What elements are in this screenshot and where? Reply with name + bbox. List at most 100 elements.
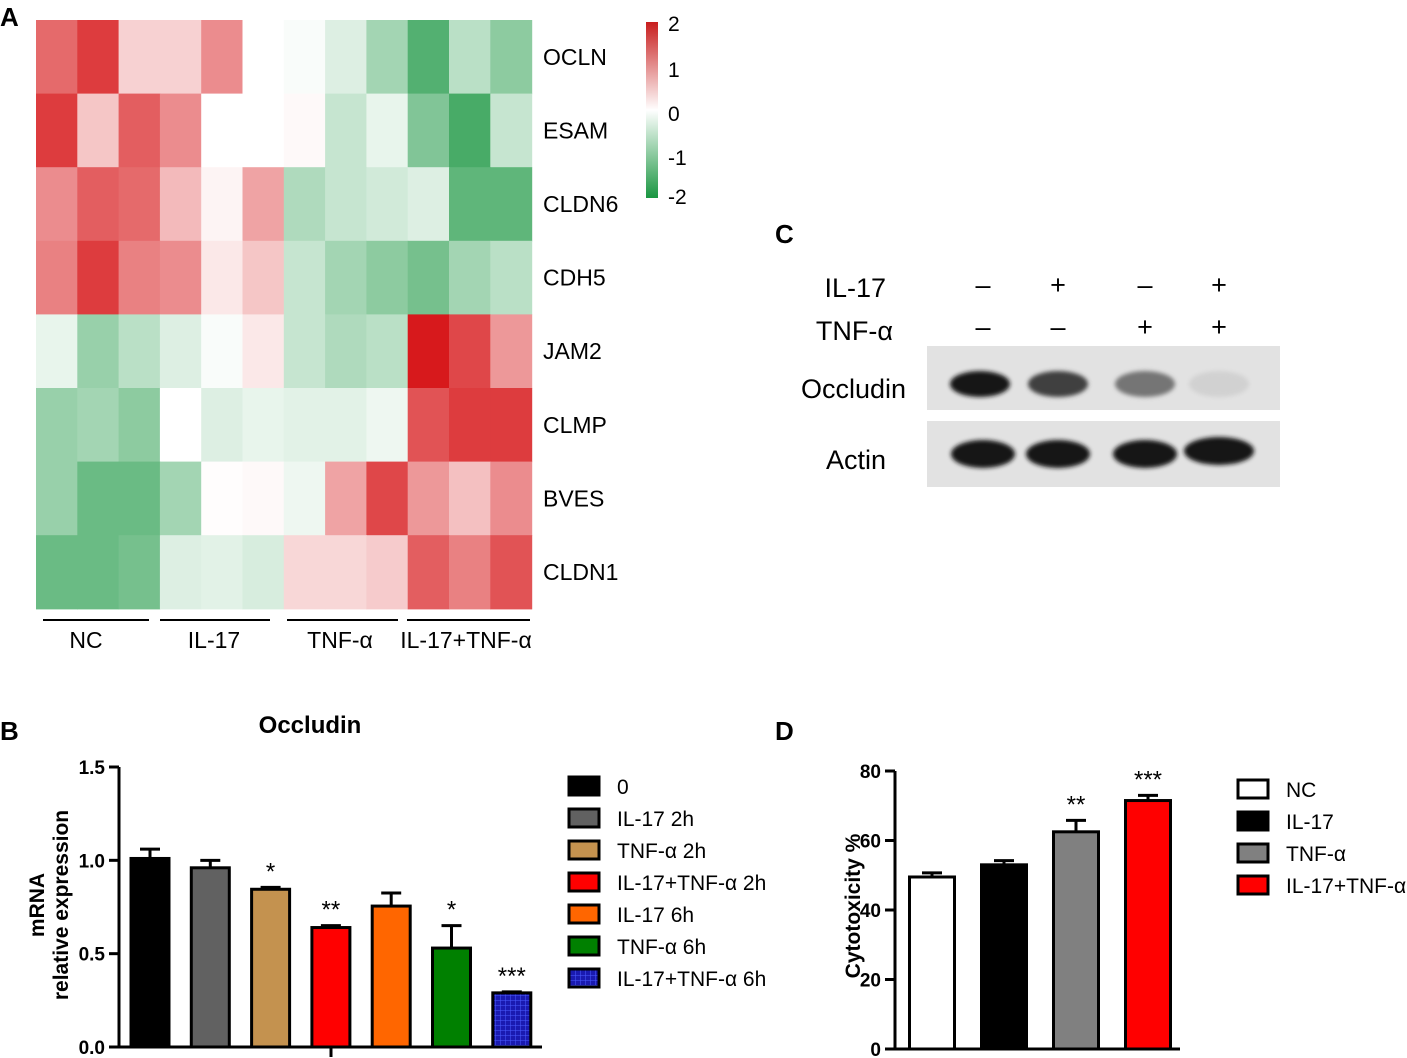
legend-swatch	[567, 935, 601, 957]
legend-label: TNF-α 2h	[617, 840, 706, 863]
heatmap-cell	[490, 167, 533, 242]
heatmap-cell	[159, 314, 202, 389]
heatmap-cell	[36, 93, 78, 168]
heatmap-cell	[449, 535, 491, 610]
heatmap-cell	[242, 167, 285, 242]
bar	[908, 875, 956, 1051]
chart-b-ylabel-line2: relative expression	[50, 810, 73, 1000]
heatmap-cell	[77, 20, 120, 95]
heatmap-row-label: BVES	[543, 485, 604, 511]
blot-band	[1189, 371, 1249, 397]
blot-band-label-actin: Actin	[826, 445, 886, 475]
panel-label-d: D	[775, 716, 794, 746]
heatmap-cell	[201, 535, 244, 610]
legend-swatch	[567, 775, 601, 797]
heatmap-cell	[366, 20, 409, 95]
y-tick-label: 0.0	[79, 1038, 105, 1058]
bar	[491, 991, 533, 1049]
heatmap-cell	[77, 167, 120, 242]
legend-swatch	[1236, 842, 1270, 864]
heatmap-cell	[77, 388, 120, 463]
heatmap-cell	[366, 461, 409, 536]
legend-swatch	[567, 839, 601, 861]
heatmap-cell	[201, 93, 244, 168]
heatmap-row-label: CDH5	[543, 265, 606, 291]
heatmap-cell	[159, 20, 202, 95]
y-tick-label: 0.5	[79, 945, 106, 966]
legend-swatch	[567, 903, 601, 925]
bar	[1052, 830, 1100, 1051]
heatmap-cell	[201, 461, 244, 536]
panel-label-a: A	[0, 2, 19, 32]
heatmap-cell	[77, 535, 120, 610]
y-tick-label: 80	[860, 762, 881, 783]
heatmap-cell	[325, 388, 367, 463]
legend-label: IL-17+TNF-α 6h	[617, 968, 766, 991]
colorbar-gradient	[646, 22, 658, 198]
heatmap-cell	[118, 93, 161, 168]
heatmap-cell	[159, 388, 202, 463]
heatmap-cell	[366, 240, 409, 315]
heatmap-cell	[490, 388, 533, 463]
blot-treatment-symbol: –	[975, 270, 990, 300]
heatmap-cell	[77, 314, 120, 389]
heatmap-cell	[449, 20, 491, 95]
heatmap-cell	[407, 388, 450, 463]
heatmap-cell	[159, 535, 202, 610]
y-tick-label: 0	[870, 1040, 881, 1058]
heatmap-cell	[242, 240, 285, 315]
heatmap	[36, 20, 533, 610]
significance-marker: ***	[1134, 766, 1162, 793]
heatmap-cell	[490, 535, 533, 610]
heatmap-cell	[36, 388, 78, 463]
blot-band-label-occludin: Occludin	[801, 374, 906, 404]
legend-swatch	[567, 967, 601, 989]
heatmap-row-label: CLDN1	[543, 559, 618, 585]
heatmap-group-label: TNF-α	[307, 627, 373, 653]
y-tick-label: 20	[860, 971, 881, 992]
heatmap-cell	[201, 314, 244, 389]
heatmap-cell	[159, 93, 202, 168]
blot-treatment-symbol: –	[975, 312, 990, 342]
legend-label: IL-17+TNF-α 2h	[617, 872, 766, 895]
heatmap-colorbar: 2 1 0 -1 -2	[646, 13, 687, 209]
colorbar-tick-label: -1	[668, 147, 687, 170]
legend-label: IL-17 6h	[617, 904, 694, 927]
chart-b-ylabel-line1: mRNA	[26, 873, 49, 937]
heatmap-cell	[36, 535, 78, 610]
heatmap-row-label: CLDN6	[543, 191, 618, 217]
heatmap-cell	[36, 167, 78, 242]
heatmap-cell	[77, 461, 120, 536]
heatmap-cell	[449, 388, 491, 463]
panel-label-b: B	[0, 716, 19, 746]
heatmap-cell	[490, 93, 533, 168]
heatmap-cell	[283, 240, 326, 315]
heatmap-group-label: NC	[69, 627, 102, 653]
bar	[431, 946, 472, 1049]
legend-label: IL-17	[1286, 811, 1334, 834]
western-blot: IL-17 TNF-α Occludin Actin – + – + – – + +	[801, 270, 1280, 487]
legend-label: TNF-α 6h	[617, 936, 706, 959]
bar	[189, 866, 231, 1049]
blot-row-header-il17: IL-17	[824, 273, 886, 303]
heatmap-cell	[325, 461, 367, 536]
blot-treatment-symbol: +	[1211, 312, 1227, 342]
heatmap-cell	[36, 240, 78, 315]
heatmap-cell	[201, 388, 244, 463]
legend-swatch	[1236, 874, 1270, 896]
blot-treatment-symbol: +	[1211, 270, 1227, 300]
heatmap-cell	[283, 461, 326, 536]
significance-marker: ***	[498, 963, 526, 990]
heatmap-cell	[159, 461, 202, 536]
significance-marker: *	[447, 897, 456, 924]
heatmap-cell	[407, 240, 450, 315]
significance-marker: **	[322, 897, 341, 924]
heatmap-cell	[490, 461, 533, 536]
bar	[1124, 799, 1172, 1051]
heatmap-cell	[159, 240, 202, 315]
heatmap-cell	[407, 461, 450, 536]
heatmap-cell	[242, 20, 285, 95]
heatmap-cell	[283, 93, 326, 168]
heatmap-cell	[242, 314, 285, 389]
